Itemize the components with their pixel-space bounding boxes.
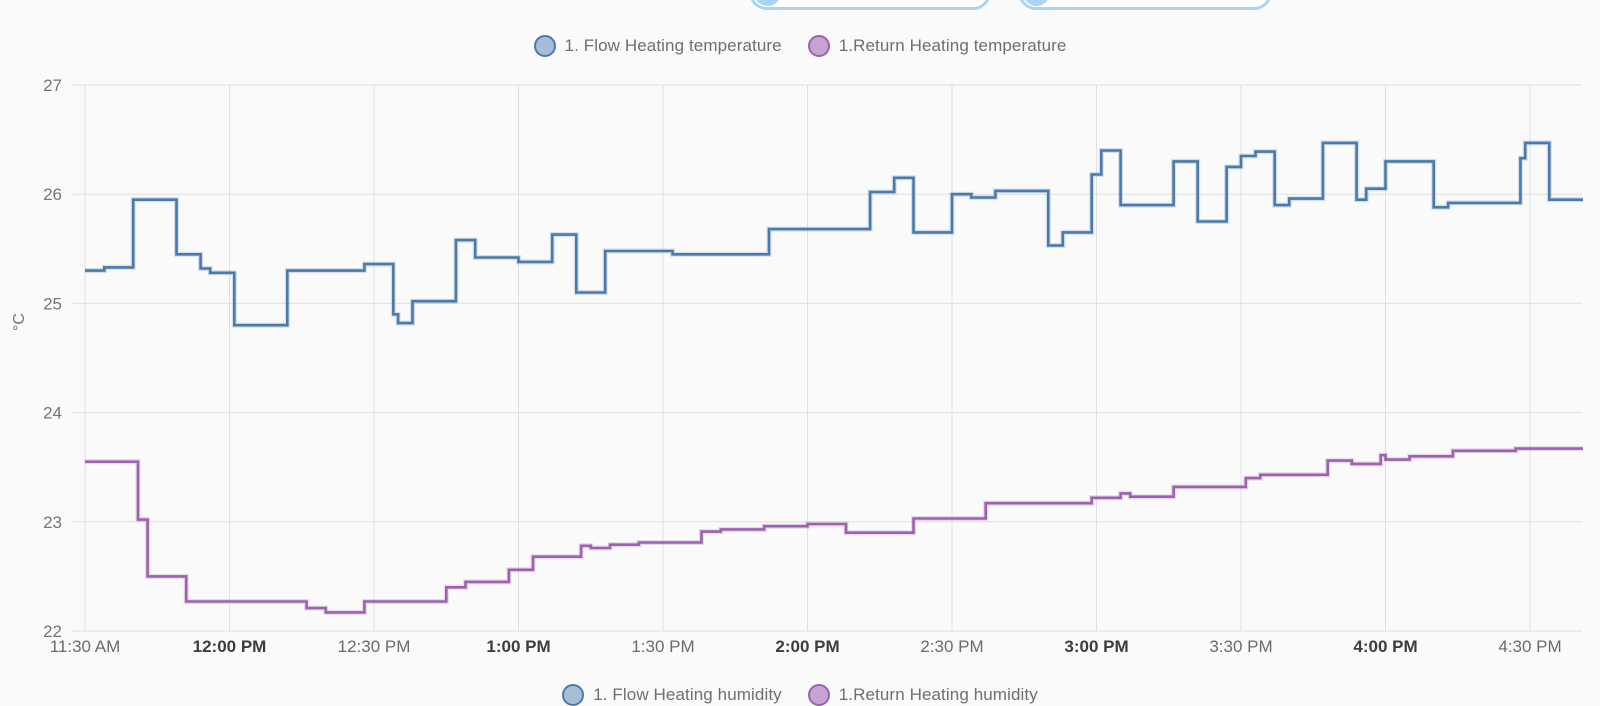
y-axis-tick-label: 24: [43, 404, 62, 423]
legend-item-label: 1.Return Heating temperature: [838, 36, 1067, 55]
x-axis-tick-label: 1:30 PM: [631, 637, 694, 656]
legend-item-flow-humidity[interactable]: 1. Flow Heating humidity: [562, 684, 782, 706]
legend-item-flow-temperature[interactable]: 1. Flow Heating temperature: [533, 35, 782, 57]
series-dot-icon: [562, 684, 585, 706]
x-axis-tick-label: 1:00 PM: [486, 637, 550, 656]
x-axis-tick-label: 12:30 PM: [338, 637, 411, 656]
x-axis-tick-label: 4:30 PM: [1498, 637, 1561, 656]
series-line: [85, 141, 1583, 327]
x-axis-tick-label: 3:00 PM: [1064, 637, 1128, 656]
legend-item-label: 1. Flow Heating temperature: [564, 36, 782, 55]
legend-item-return-humidity[interactable]: 1.Return Heating humidity: [807, 684, 1038, 706]
y-axis-tick-label: 23: [43, 513, 62, 532]
y-axis-unit-label: °C: [11, 313, 28, 331]
legend-item-return-temperature[interactable]: 1.Return Heating temperature: [807, 35, 1067, 57]
chip-circle-icon: [1023, 0, 1050, 6]
x-axis-tick-label: 4:00 PM: [1353, 637, 1417, 656]
y-axis-tick-label: 25: [43, 294, 62, 313]
legend-item-label: 1. Flow Heating humidity: [593, 685, 782, 704]
legend-temperature: 1. Flow Heating temperature 1.Return Hea…: [0, 35, 1600, 57]
y-axis-tick-label: 22: [43, 622, 62, 641]
x-axis-tick-label: 3:30 PM: [1209, 637, 1272, 656]
series-line: [85, 447, 1583, 614]
legend-item-label: 1.Return Heating humidity: [838, 685, 1038, 704]
y-axis-tick-label: 26: [43, 185, 62, 204]
series-line-halo: [85, 140, 1583, 328]
x-axis-tick-label: 2:00 PM: [775, 637, 839, 656]
x-axis-tick-label: 2:30 PM: [920, 637, 983, 656]
x-axis-tick-label: 11:30 AM: [50, 637, 121, 656]
chip-circle-icon: [754, 0, 781, 6]
series-line-halo: [85, 446, 1583, 615]
series-dot-icon: [533, 35, 556, 57]
y-axis-tick-label: 27: [43, 76, 62, 95]
legend-humidity: 1. Flow Heating humidity 1.Return Heatin…: [0, 684, 1600, 706]
series-dot-icon: [807, 35, 830, 57]
x-axis-tick-label: 12:00 PM: [193, 637, 267, 656]
series-dot-icon: [807, 684, 830, 706]
